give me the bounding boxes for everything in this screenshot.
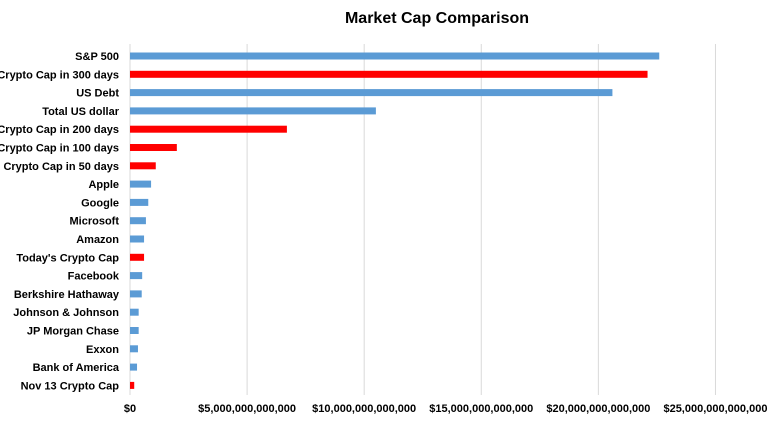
bar [130,327,139,334]
category-label: Amazon [76,234,119,246]
bar [130,308,139,316]
bar [130,253,145,261]
category-label: Google [81,197,119,209]
category-label: Microsoft [70,216,120,228]
bar [130,363,138,371]
bar [130,272,143,280]
bar [130,381,135,389]
bar [130,235,145,243]
category-label: Bank of America [33,362,120,374]
category-label: Facebook [68,271,120,283]
x-tick-label: $20,000,000,000,000 [546,403,650,415]
category-label: Apple [88,179,119,191]
x-tick-label: $5,000,000,000,000 [198,403,296,415]
bar [130,125,287,133]
bar [130,89,613,97]
category-label: Today's Crypto Cap [16,252,119,264]
bar [130,345,138,353]
category-label: Exxon [86,344,119,356]
bar [130,290,142,298]
category-label: JP Morgan Chase [27,326,119,338]
category-label: Johnson & Johnson [13,307,119,319]
bar [130,70,648,78]
category-label: Total US dollar [42,106,120,118]
x-tick-label: $15,000,000,000,000 [429,403,533,415]
category-label: Crypto Cap in 200 days [0,124,119,136]
bar [130,144,177,151]
category-label: US Debt [76,88,119,100]
bar [130,107,376,115]
x-tick-label: $25,000,000,000,000 [663,403,767,415]
x-tick-label: $10,000,000,000,000 [312,403,416,415]
bar [130,162,156,170]
category-label: Crypto Cap in 300 days [0,69,119,81]
category-label: Berkshire Hathaway [14,289,120,301]
category-label: S&P 500 [75,51,119,63]
category-label: Crypto Cap in 50 days [3,161,119,173]
category-label: Nov 13 Crypto Cap [21,380,120,392]
bar [130,180,152,188]
bar [130,52,660,60]
bar [130,217,146,225]
bar [130,198,149,206]
x-tick-label: $0 [124,403,136,415]
category-label: Crypto Cap in 100 days [0,143,119,155]
chart-title: Market Cap Comparison [344,10,530,27]
